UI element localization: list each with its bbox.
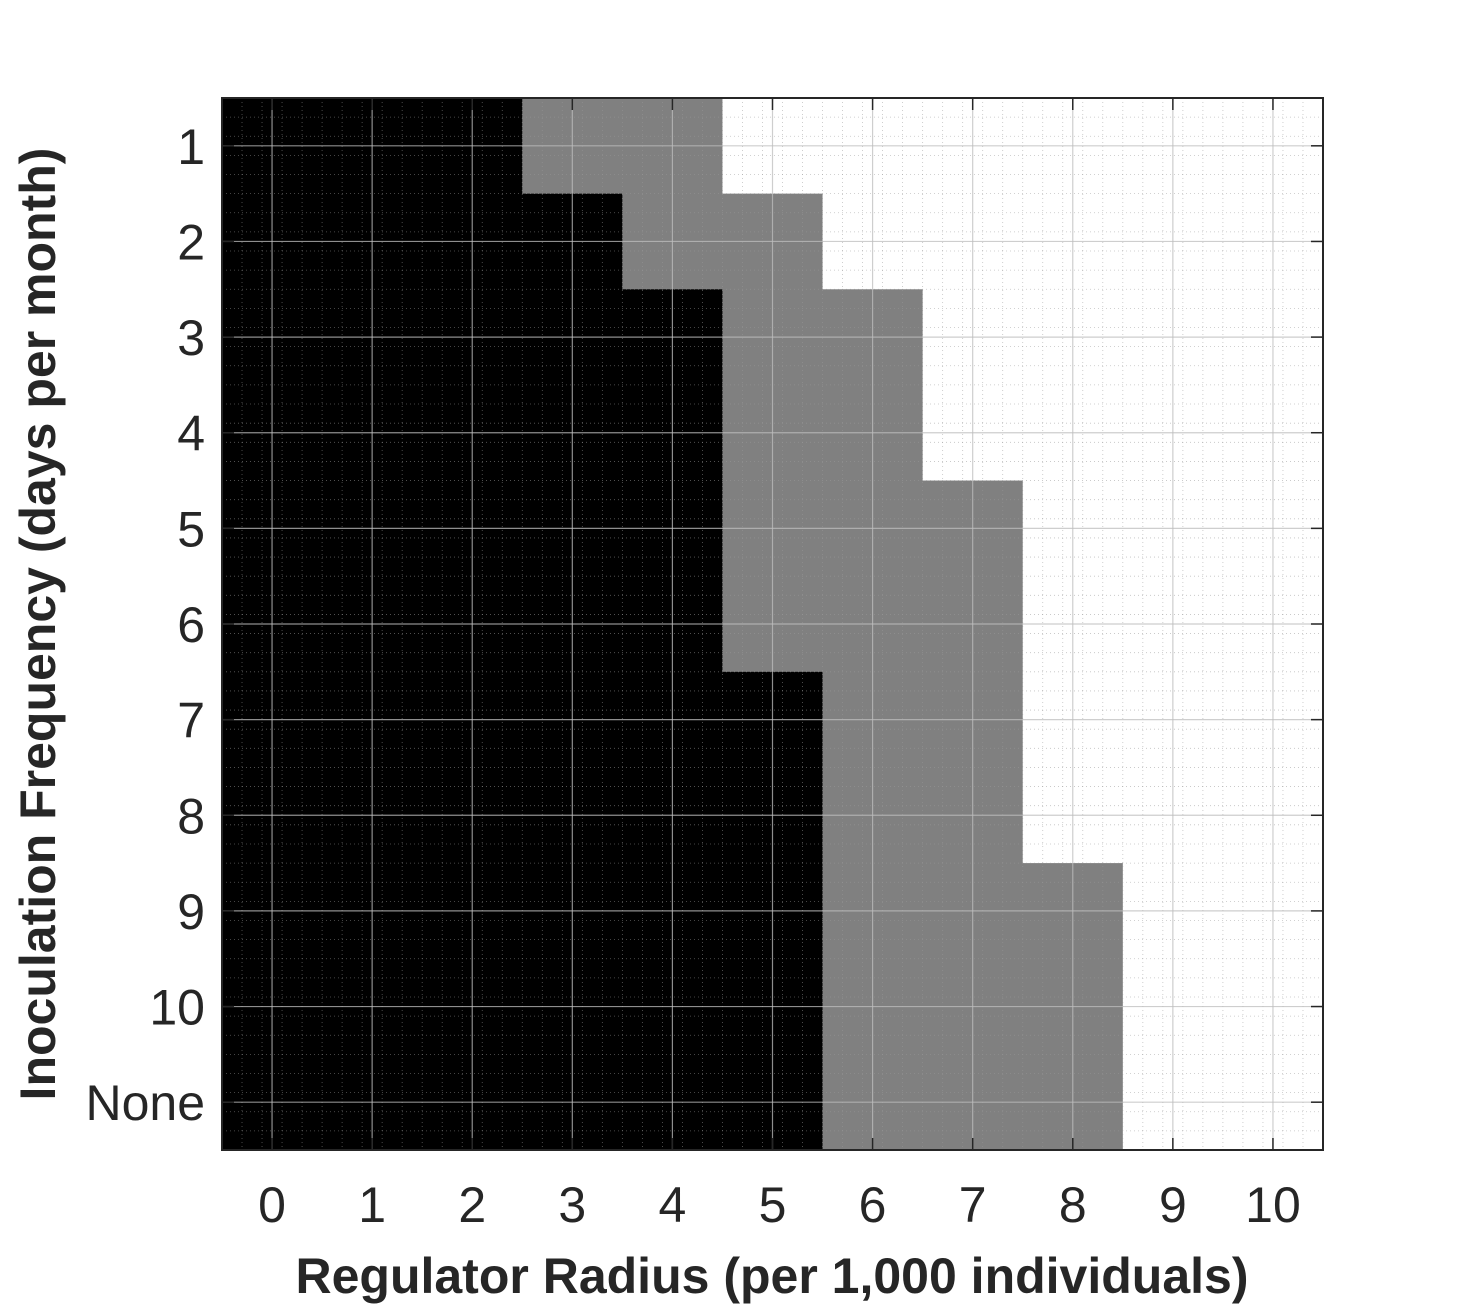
x-tick-label: 7	[959, 1177, 987, 1233]
y-tick-labels: 1 2 3 4 5 6 7 8 9 10 None	[85, 119, 205, 1131]
y-tick-label: 8	[177, 788, 205, 844]
y-axis-label: Inoculation Frequency (days per month)	[10, 148, 66, 1101]
y-tick-label: None	[85, 1075, 205, 1131]
x-tick-label: 9	[1159, 1177, 1187, 1233]
x-tick-label: 10	[1245, 1177, 1301, 1233]
x-tick-label: 2	[458, 1177, 486, 1233]
x-tick-label: 5	[759, 1177, 787, 1233]
x-axis-label: Regulator Radius (per 1,000 individuals)	[295, 1248, 1248, 1304]
x-tick-label: 4	[659, 1177, 687, 1233]
x-tick-label: 1	[358, 1177, 386, 1233]
plot-frame	[221, 97, 1324, 1151]
grid-lines	[221, 97, 1324, 1151]
y-tick-label: 2	[177, 214, 205, 270]
y-tick-label: 1	[177, 119, 205, 175]
y-tick-label: 3	[177, 310, 205, 366]
y-tick-label: 6	[177, 597, 205, 653]
x-tick-label: 3	[558, 1177, 586, 1233]
x-tick-labels: 0 1 2 3 4 5 6 7 8 9 10	[258, 1177, 1301, 1233]
y-tick-label: 4	[177, 406, 205, 462]
x-tick-label: 6	[859, 1177, 887, 1233]
y-tick-label: 5	[177, 501, 205, 557]
x-tick-label: 8	[1059, 1177, 1087, 1233]
y-tick-label: 10	[149, 980, 205, 1036]
x-tick-label: 0	[258, 1177, 286, 1233]
tick-marks	[222, 98, 1323, 1150]
y-tick-label: 9	[177, 884, 205, 940]
y-tick-label: 7	[177, 693, 205, 749]
